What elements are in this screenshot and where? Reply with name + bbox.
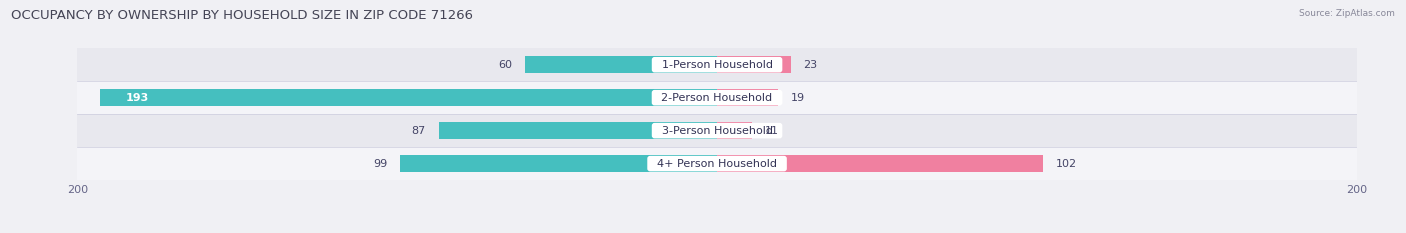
Text: 99: 99 — [374, 159, 388, 169]
Bar — [717, 122, 752, 139]
Text: 87: 87 — [412, 126, 426, 136]
Text: 3-Person Household: 3-Person Household — [655, 126, 779, 136]
Bar — [439, 122, 717, 139]
Text: 19: 19 — [790, 93, 804, 103]
Text: 102: 102 — [1056, 159, 1077, 169]
Bar — [77, 114, 1357, 147]
Bar — [401, 155, 717, 172]
Text: 2-Person Household: 2-Person Household — [655, 93, 779, 103]
Text: 23: 23 — [803, 60, 817, 70]
Bar — [526, 56, 717, 73]
Bar — [77, 147, 1357, 180]
Bar — [717, 155, 1043, 172]
Bar — [77, 48, 1357, 81]
Text: Source: ZipAtlas.com: Source: ZipAtlas.com — [1299, 9, 1395, 18]
Text: 11: 11 — [765, 126, 779, 136]
Text: 1-Person Household: 1-Person Household — [655, 60, 779, 70]
Bar — [77, 81, 1357, 114]
Text: 193: 193 — [125, 93, 149, 103]
Text: 4+ Person Household: 4+ Person Household — [650, 159, 785, 169]
Text: 60: 60 — [498, 60, 512, 70]
Bar — [100, 89, 717, 106]
Bar — [717, 89, 778, 106]
Text: OCCUPANCY BY OWNERSHIP BY HOUSEHOLD SIZE IN ZIP CODE 71266: OCCUPANCY BY OWNERSHIP BY HOUSEHOLD SIZE… — [11, 9, 474, 22]
Bar — [717, 56, 790, 73]
